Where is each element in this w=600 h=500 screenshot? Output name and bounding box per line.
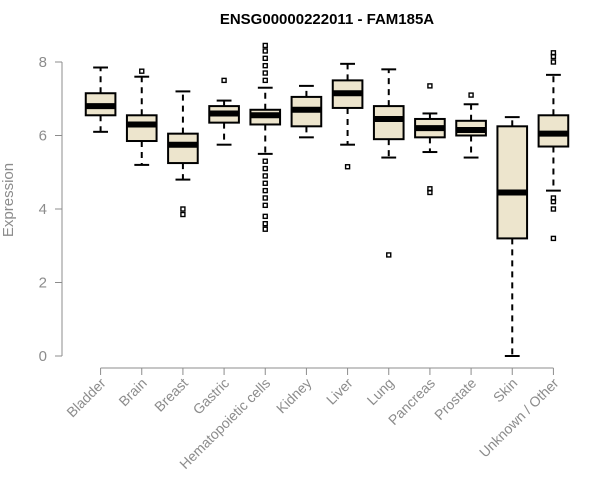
y-tick-label: 6 — [39, 128, 47, 145]
y-axis-label: Expression — [0, 163, 17, 237]
box-gastric — [208, 77, 240, 146]
box-skin — [496, 116, 529, 357]
x-tick-label: Lung — [364, 375, 397, 408]
x-tick-label: Brain — [115, 375, 149, 409]
y-tick-label: 2 — [39, 275, 47, 292]
outlier-point — [550, 195, 557, 201]
outlier-point — [180, 206, 186, 212]
x-tick-label: Kidney — [273, 375, 315, 417]
y-axis: 0 2 4 6 8 — [39, 54, 63, 365]
outlier-point — [180, 211, 186, 218]
outlier-point — [550, 59, 557, 65]
outlier-point — [262, 213, 268, 220]
x-tick-label: Liver — [323, 375, 356, 408]
box-iqr — [496, 125, 529, 240]
outlier-point — [550, 206, 557, 212]
box-iqr — [372, 105, 405, 141]
x-tick-label: Breast — [151, 375, 191, 415]
y-tick-label: 4 — [39, 201, 47, 218]
outlier-point — [262, 48, 268, 54]
outlier-point — [221, 77, 227, 84]
outlier-point — [262, 173, 268, 179]
outlier-point — [550, 235, 557, 242]
box-kidney — [290, 84, 323, 139]
outlier-point — [262, 62, 268, 69]
box-prostate — [455, 92, 487, 159]
outlier-point — [262, 187, 268, 194]
y-tick-label: 0 — [39, 348, 47, 365]
outlier-point — [262, 70, 268, 76]
chart-title: ENSG00000222011 - FAM185A — [220, 11, 434, 28]
box-pancreas — [414, 83, 446, 196]
outlier-point — [262, 226, 268, 232]
x-tick-label: Prostate — [431, 375, 479, 423]
outlier-point — [344, 164, 351, 170]
x-tick-label: Bladder — [63, 375, 109, 421]
box-unknown-other — [537, 50, 570, 242]
box-bladder — [84, 66, 117, 133]
box-breast — [167, 90, 199, 218]
outlier-point — [427, 186, 433, 192]
box-iqr — [167, 132, 199, 165]
outlier-point — [262, 180, 268, 186]
outlier-point — [386, 252, 392, 258]
box-liver — [331, 62, 364, 170]
outlier-point — [262, 42, 268, 49]
outlier-point — [262, 202, 268, 209]
boxes-group — [84, 42, 570, 357]
x-tick-label: Skin — [490, 375, 521, 406]
outlier-point — [262, 77, 268, 84]
outlier-point — [468, 92, 474, 98]
outlier-point — [139, 68, 145, 74]
box-brain — [125, 68, 158, 166]
box-iqr — [125, 114, 158, 143]
outlier-point — [427, 83, 433, 89]
outlier-point — [262, 165, 268, 172]
outlier-point — [550, 50, 557, 56]
outlier-point — [262, 158, 268, 164]
outlier-point — [262, 220, 268, 227]
outlier-point — [262, 55, 268, 62]
outlier-point — [262, 195, 268, 201]
box-lung — [372, 68, 405, 258]
y-tick-label: 8 — [39, 54, 47, 71]
box-hematopoietic-cells — [249, 42, 282, 232]
